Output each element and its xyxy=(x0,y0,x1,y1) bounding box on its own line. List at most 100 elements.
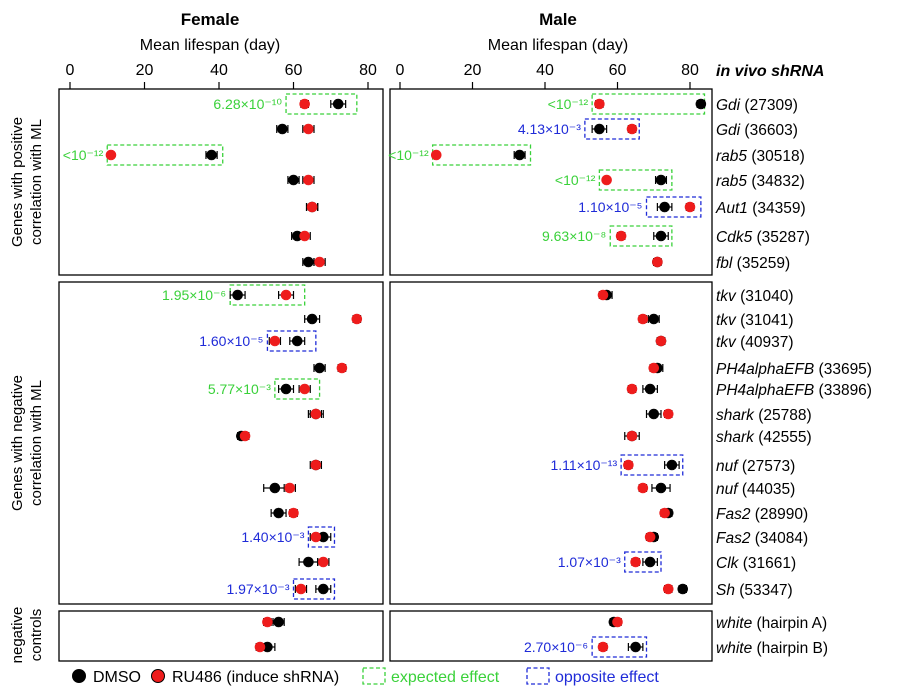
gene-name: Gdi xyxy=(716,97,741,114)
stock-id: (25788) xyxy=(754,407,812,424)
male-ru486-point xyxy=(597,289,609,301)
female-dmso-point xyxy=(206,149,217,161)
female-dmso-point xyxy=(277,123,288,135)
row-label-layer: Gdi (27309)Gdi (36603)rab5 (30518)rab5 (… xyxy=(715,97,872,657)
group-label-negative: Genes with negative correlation with ML xyxy=(9,375,45,511)
female-dmso-point xyxy=(232,289,243,301)
male-group-frame xyxy=(389,88,713,276)
male-opposite-effect-box xyxy=(624,551,662,573)
male-dmso-point xyxy=(648,408,660,420)
female-p-value-label: 1.60×10⁻⁵ xyxy=(199,333,263,349)
gene-name: tkv xyxy=(716,288,737,305)
row-label: white (hairpin A) xyxy=(716,615,827,632)
male-tick-label: 80 xyxy=(681,62,699,79)
gene-name: rab5 xyxy=(716,173,747,190)
female-ru486-point xyxy=(299,383,310,395)
stock-id: (36603) xyxy=(740,122,798,139)
female-dmso-point xyxy=(303,556,314,568)
male-ru486-point xyxy=(662,408,674,420)
gene-name: nuf xyxy=(716,458,739,475)
female-p-value-label: 1.97×10⁻³ xyxy=(226,581,289,597)
male-dmso-point xyxy=(666,459,678,471)
data-point-layer xyxy=(105,98,707,653)
female-ru486-point xyxy=(299,230,310,242)
male-ru486-point xyxy=(648,362,660,374)
female-ru486-point xyxy=(314,256,325,268)
group-label-line: controls xyxy=(28,609,45,662)
gene-name: tkv xyxy=(716,312,737,329)
male-opposite-effect-box xyxy=(584,118,640,140)
male-expected-effect-box xyxy=(431,144,532,166)
legend-opposite-label: opposite effect xyxy=(555,669,659,686)
male-ru486-point xyxy=(630,556,641,568)
female-p-value-label: 1.40×10⁻³ xyxy=(241,529,304,545)
female-group-frame xyxy=(58,88,384,276)
male-ru486-point xyxy=(644,531,656,543)
female-ru486-point xyxy=(310,531,322,543)
female-axis-label: Mean lifespan (day) xyxy=(140,37,281,54)
legend-expected-box xyxy=(362,667,386,685)
stock-id: (40937) xyxy=(736,334,794,351)
row-label: Sh (53347) xyxy=(716,582,793,599)
row-label: tkv (31041) xyxy=(716,312,794,329)
female-dmso-point xyxy=(273,507,284,519)
gene-name: shark xyxy=(716,429,755,446)
female-tick-label: 80 xyxy=(359,62,377,79)
stock-id: (27309) xyxy=(740,97,798,114)
female-opposite-effect-box xyxy=(266,330,317,352)
row-label: Gdi (27309) xyxy=(716,97,798,114)
male-dmso-point xyxy=(644,383,656,395)
male-dmso-point xyxy=(655,482,667,494)
legend-dmso-marker xyxy=(72,669,86,683)
row-label: shark (42555) xyxy=(716,429,812,446)
male-tick-label: 60 xyxy=(609,62,627,79)
female-panel-title: Female xyxy=(181,10,240,29)
male-dmso-point xyxy=(655,174,667,186)
legend-expected-label: expected effect xyxy=(391,669,500,686)
female-expected-effect-box xyxy=(285,93,358,115)
male-ru486-point xyxy=(601,174,612,186)
female-ru486-point xyxy=(310,459,322,471)
male-dmso-point xyxy=(644,556,656,568)
male-expected-effect-box xyxy=(591,93,706,115)
male-ru486-point xyxy=(615,230,627,242)
gene-name: rab5 xyxy=(716,148,747,165)
female-p-value-label: 5.77×10⁻³ xyxy=(208,381,271,397)
row-label: rab5 (34832) xyxy=(716,173,805,190)
gene-name: Sh xyxy=(716,582,735,599)
male-p-value-label: <10⁻¹² xyxy=(548,96,589,112)
female-ru486-point xyxy=(317,556,329,568)
gene-name: fbl xyxy=(716,255,733,272)
female-ru486-point xyxy=(254,641,266,653)
female-dmso-point xyxy=(291,335,303,347)
male-ru486-point xyxy=(626,383,638,395)
axes-layer: 0 20 40 60 80 0 20 40 60 80 xyxy=(58,62,713,662)
female-group-frame xyxy=(58,281,384,605)
male-dmso-point xyxy=(659,201,670,213)
gene-name: white xyxy=(716,640,753,657)
female-ru486-point xyxy=(239,430,251,442)
legend-ru486-label: RU486 (induce shRNA) xyxy=(172,669,339,686)
male-opposite-effect-box xyxy=(591,636,648,658)
male-dmso-point xyxy=(677,583,689,595)
stock-id: (27573) xyxy=(738,458,796,475)
male-ru486-point xyxy=(626,123,638,135)
female-dmso-point xyxy=(280,383,292,395)
gene-name: Aut1 xyxy=(715,200,748,217)
female-ru486-point xyxy=(269,335,281,347)
female-opposite-effect-box xyxy=(307,526,336,548)
male-expected-effect-box xyxy=(598,169,673,191)
gene-name: PH4alphaEFB xyxy=(716,382,814,399)
shrna-header: in vivo shRNA xyxy=(716,63,824,80)
group-label-positive: Genes with positive correlation with ML xyxy=(9,117,45,247)
male-p-value-label: 4.13×10⁻³ xyxy=(518,121,581,137)
group-label-line: negative xyxy=(9,607,26,664)
female-ru486-point xyxy=(280,289,292,301)
row-label: rab5 (30518) xyxy=(716,148,805,165)
female-dmso-point xyxy=(273,616,284,628)
legend-opposite-box xyxy=(526,667,550,685)
gene-name: Fas2 xyxy=(716,506,751,523)
group-label-line: Genes with negative xyxy=(9,375,26,511)
male-group-frame xyxy=(389,610,713,662)
